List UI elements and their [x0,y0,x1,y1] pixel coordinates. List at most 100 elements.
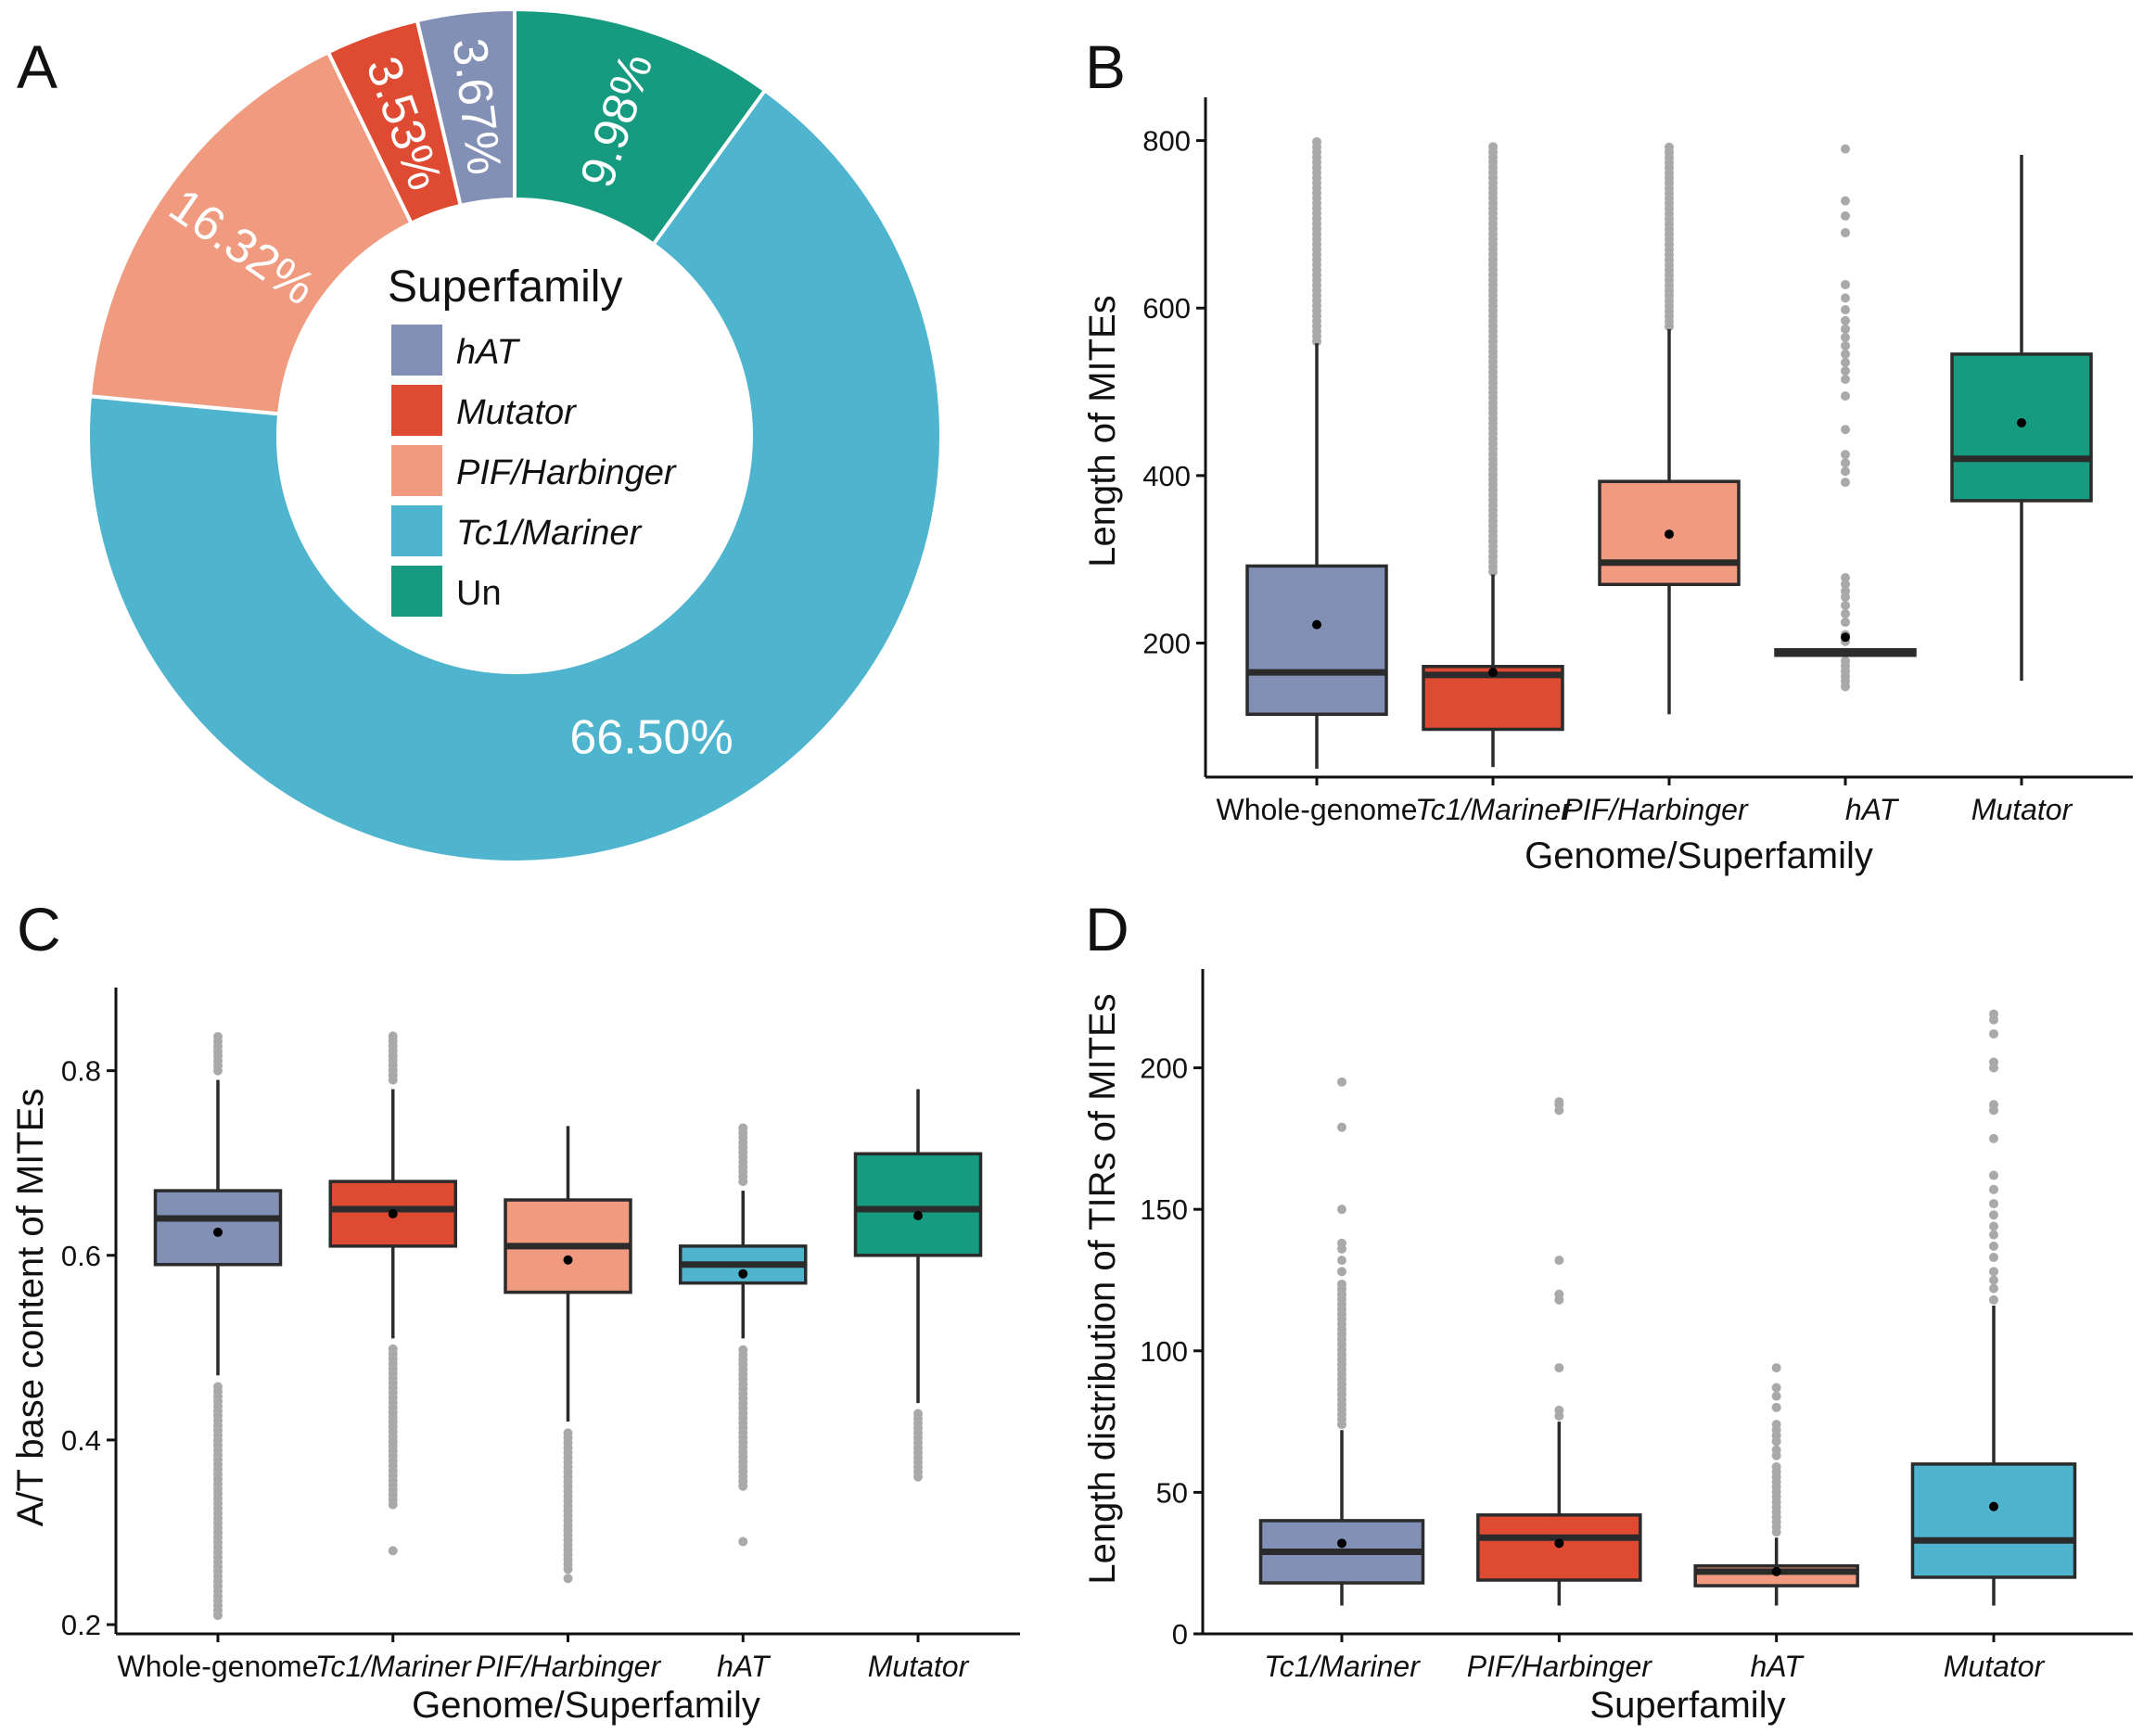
legend-swatch [391,566,442,617]
box-mutator [853,1152,983,1257]
y-tick-label: 200 [1140,1052,1188,1085]
x-category-label: PIF/Harbinger [1467,1650,1653,1683]
mean-point [913,1210,923,1220]
donut-slice-tc1-mariner [86,87,943,864]
x-axis-title-c: Genome/Superfamily [412,1685,760,1726]
outlier-point [1841,293,1850,303]
legend-swatch [391,445,442,496]
outlier-point [563,1574,573,1584]
y-tick-label: 0.2 [61,1609,101,1641]
outlier-point [1841,315,1850,325]
outlier-point [1337,1122,1346,1132]
outlier-point [1841,144,1850,154]
outlier-point [738,1345,748,1355]
outlier-point [1337,1256,1346,1266]
outlier-point [1841,375,1850,385]
outlier-point [388,1344,398,1354]
outlier-point [738,1123,748,1133]
mean-point [563,1255,573,1265]
outlier-point [1771,1461,1781,1472]
donut-slice-hat [415,6,517,209]
outlier-point [1989,1009,1998,1019]
legend-label: Un [456,574,502,613]
outlier-point [1554,1363,1564,1373]
x-category-label: hAT [717,1650,772,1683]
mean-point [1665,529,1674,540]
outlier-point [1841,357,1850,367]
y-tick-label: 200 [1142,627,1191,659]
outlier-point [1841,425,1850,435]
outlier-point [1665,142,1674,152]
outlier-point [388,1031,398,1041]
box-plot-tir-length: 0 50 100 150 200 Tc1/Mariner PIF/Harbinger hAT M… [1082,969,2133,1726]
x-category-label: Tc1/Mariner [1415,793,1572,826]
x-category-label: hAT [1751,1650,1805,1683]
mean-point [1989,1501,1998,1511]
outlier-point [1841,600,1850,610]
legend-label: PIF/Harbinger [456,453,677,492]
y-tick-label: 150 [1140,1193,1188,1226]
outlier-point [1841,656,1850,666]
outlier-point [1841,279,1850,289]
x-category-label: PIF/Harbinger [476,1650,662,1683]
outlier-point [1989,1133,1998,1143]
mean-point [1312,619,1321,630]
y-tick-label: 100 [1140,1335,1188,1368]
outlier-point [1554,1097,1564,1107]
outlier-point [1841,340,1850,351]
outlier-point [1337,1238,1346,1248]
outlier-point [1989,1210,1998,1220]
outlier-point [1989,1170,1998,1180]
donut-legend: Superfamily hAT Mutator PIF/Harbinger Tc1/M… [388,262,677,617]
outlier-point [1554,1256,1564,1266]
outlier-point [1841,324,1850,334]
outlier-point [213,1031,223,1041]
y-axis-title-c: A/T base content of MITEs [10,1089,51,1527]
legend-label: Mutator [456,393,577,432]
legend-title: Superfamily [388,262,622,312]
donut-chart: 9.98%66.50%16.32%3.53%3.67% Superfamily … [86,6,943,864]
x-category-label: Mutator [1944,1650,2046,1683]
legend-swatch [391,325,442,376]
outlier-point [1841,210,1850,221]
outlier-point [1841,305,1850,315]
panel-letter-c: C [17,895,61,963]
mean-point [1841,632,1850,643]
y-tick-label: 400 [1142,460,1191,492]
outlier-point [1841,349,1850,359]
outlier-point [913,1409,923,1419]
slice-label: 66.50% [569,711,733,765]
outlier-point [1989,1283,1998,1294]
outlier-point [1841,466,1850,477]
outlier-point [1771,1445,1781,1455]
outlier-point [1771,1363,1781,1373]
outlier-point [1771,1402,1781,1412]
outlier-point [738,1536,748,1547]
outlier-point [1841,391,1850,402]
mean-point [213,1227,223,1237]
outlier-point [1337,1267,1346,1277]
x-axis-title-d: Superfamily [1589,1685,1785,1726]
box-mutator [1910,1462,2077,1579]
outlier-point [1337,1205,1346,1215]
x-category-label: Whole-genome [118,1650,319,1683]
y-tick-label: 0 [1172,1618,1188,1651]
outlier-point [1841,227,1850,237]
outlier-point [1989,1275,1998,1285]
mean-point [1771,1566,1781,1576]
y-tick-label: 0.4 [61,1424,101,1457]
outlier-point [1841,580,1850,590]
y-tick-label: 0.6 [61,1240,101,1272]
donut-slice-pif-harbinger [87,49,415,416]
outlier-point [1989,1057,1998,1067]
panel-letter-d: D [1085,895,1129,963]
x-axis-title-b: Genome/Superfamily [1525,835,1873,876]
x-category-label: PIF/Harbinger [1563,793,1749,826]
outlier-point [1841,365,1850,376]
mean-point [738,1269,748,1279]
x-category-label: hAT [1845,793,1900,826]
outlier-point [1488,142,1498,152]
outlier-point [1989,1199,1998,1209]
